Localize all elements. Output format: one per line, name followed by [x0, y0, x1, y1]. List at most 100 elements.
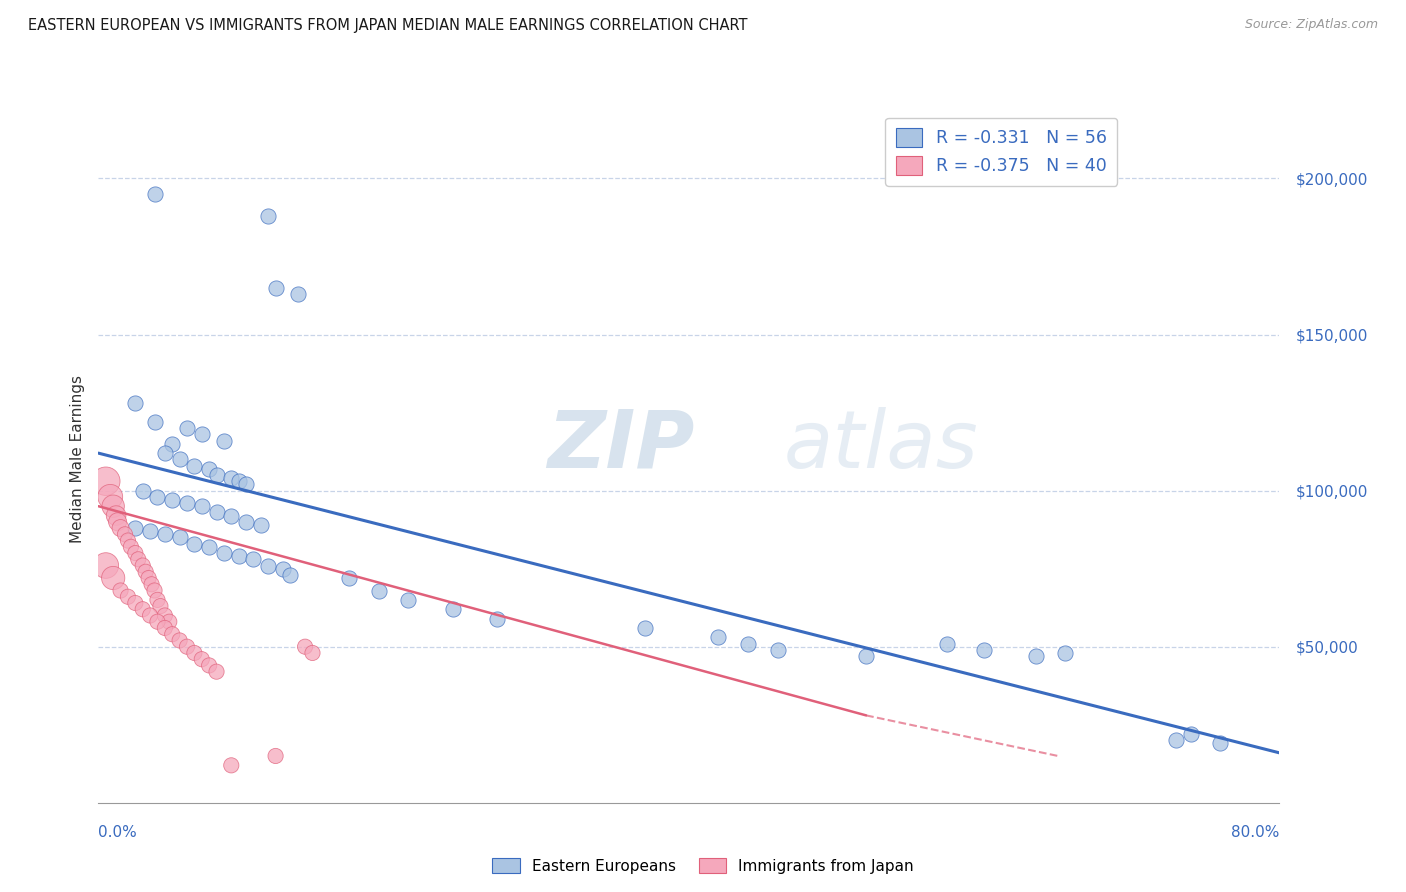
Point — [1209, 737, 1232, 751]
Point — [94, 558, 117, 573]
Point — [107, 515, 129, 529]
Point — [183, 458, 205, 473]
Point — [219, 471, 242, 485]
Point — [205, 505, 228, 519]
Point — [257, 209, 280, 223]
Point — [396, 592, 419, 607]
Y-axis label: Median Male Earnings: Median Male Earnings — [69, 376, 84, 543]
Legend: Eastern Europeans, Immigrants from Japan: Eastern Europeans, Immigrants from Japan — [486, 852, 920, 880]
Point — [124, 596, 146, 610]
Point — [936, 637, 959, 651]
Point — [205, 467, 228, 482]
Point — [146, 490, 169, 504]
Point — [1025, 649, 1047, 664]
Point — [301, 646, 323, 660]
Point — [219, 758, 242, 772]
Point — [124, 521, 146, 535]
Point — [264, 749, 287, 764]
Point — [162, 492, 183, 507]
Point — [205, 665, 228, 679]
Point — [153, 446, 176, 460]
Point — [124, 396, 146, 410]
Point — [124, 546, 146, 560]
Point — [110, 521, 132, 535]
Point — [153, 608, 176, 623]
Point — [153, 621, 176, 635]
Point — [198, 462, 221, 476]
Point — [633, 621, 655, 635]
Text: EASTERN EUROPEAN VS IMMIGRANTS FROM JAPAN MEDIAN MALE EARNINGS CORRELATION CHART: EASTERN EUROPEAN VS IMMIGRANTS FROM JAPA… — [28, 18, 748, 33]
Point — [183, 646, 205, 660]
Point — [191, 500, 214, 514]
Point — [103, 571, 125, 585]
Point — [110, 583, 132, 598]
Point — [1054, 646, 1077, 660]
Point — [169, 452, 191, 467]
Point — [143, 583, 166, 598]
Point — [169, 633, 191, 648]
Text: 0.0%: 0.0% — [98, 825, 138, 840]
Point — [132, 483, 155, 498]
Point — [153, 527, 176, 541]
Point — [973, 642, 995, 657]
Point — [149, 599, 172, 614]
Point — [141, 577, 163, 591]
Point — [228, 475, 250, 489]
Point — [162, 437, 183, 451]
Point — [219, 508, 242, 523]
Point — [146, 592, 169, 607]
Point — [737, 637, 759, 651]
Point — [368, 583, 391, 598]
Point — [212, 546, 235, 560]
Point — [120, 540, 142, 554]
Point — [235, 515, 257, 529]
Legend: R = -0.331   N = 56, R = -0.375   N = 40: R = -0.331 N = 56, R = -0.375 N = 40 — [886, 118, 1118, 186]
Point — [235, 477, 257, 491]
Text: 80.0%: 80.0% — [1232, 825, 1279, 840]
Point — [257, 558, 280, 573]
Point — [1180, 727, 1202, 741]
Point — [191, 652, 214, 666]
Point — [139, 608, 162, 623]
Point — [146, 615, 169, 629]
Point — [855, 649, 877, 664]
Point — [135, 565, 157, 579]
Point — [162, 627, 183, 641]
Point — [337, 571, 360, 585]
Point — [143, 187, 166, 202]
Point — [486, 612, 509, 626]
Point — [176, 640, 198, 654]
Point — [103, 500, 125, 514]
Text: atlas: atlas — [783, 407, 979, 484]
Point — [139, 524, 162, 539]
Point — [191, 427, 214, 442]
Point — [105, 508, 128, 523]
Point — [132, 558, 155, 573]
Point — [94, 475, 117, 489]
Point — [294, 640, 316, 654]
Point — [169, 530, 191, 544]
Point — [1164, 733, 1187, 747]
Point — [287, 287, 309, 301]
Point — [198, 658, 221, 673]
Point — [157, 615, 180, 629]
Point — [114, 527, 136, 541]
Point — [183, 537, 205, 551]
Point — [98, 490, 121, 504]
Point — [264, 280, 287, 294]
Point — [766, 642, 789, 657]
Point — [271, 562, 294, 576]
Text: Source: ZipAtlas.com: Source: ZipAtlas.com — [1244, 18, 1378, 31]
Point — [143, 415, 166, 429]
Point — [250, 517, 273, 532]
Point — [117, 533, 139, 548]
Point — [198, 540, 221, 554]
Point — [176, 496, 198, 510]
Point — [138, 571, 160, 585]
Point — [278, 568, 302, 582]
Point — [212, 434, 235, 448]
Point — [441, 602, 464, 616]
Point — [242, 552, 264, 566]
Point — [228, 549, 250, 564]
Point — [707, 630, 730, 644]
